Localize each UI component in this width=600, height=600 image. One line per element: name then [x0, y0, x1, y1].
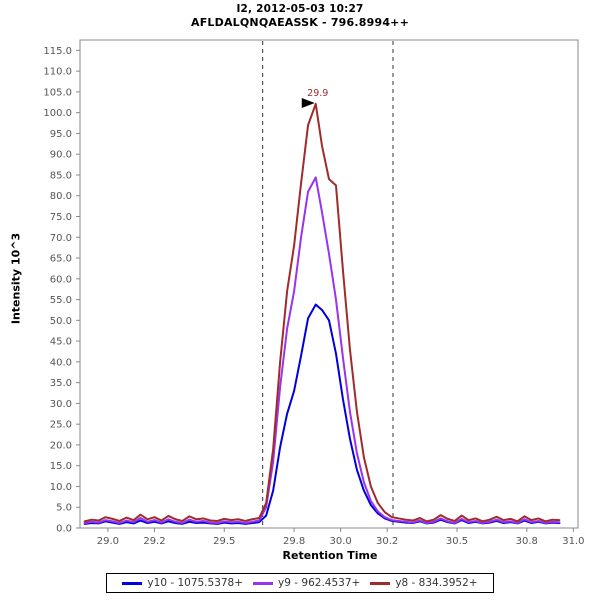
- y-tick-label: 50.0: [50, 316, 72, 327]
- x-tick-label: 31.0: [562, 536, 584, 547]
- y-tick-label: 80.0: [50, 191, 72, 202]
- y-tick-label: 70.0: [50, 233, 72, 244]
- chart-subtitle: AFLDALQNQAEASSK - 796.8994++: [190, 16, 410, 29]
- y-tick-label: 5.0: [56, 503, 72, 514]
- legend-label-y8: y8 - 834.3952+: [395, 577, 478, 589]
- y-tick-label: 105.0: [43, 87, 72, 98]
- legend-swatch-y10: [122, 581, 143, 585]
- x-axis-label: Retention Time: [282, 549, 378, 562]
- y-tick-label: 55.0: [50, 295, 72, 306]
- chart-title: I2, 2012-05-03 10:27: [236, 3, 364, 15]
- y-tick-label: 25.0: [50, 420, 72, 431]
- x-tick-label: 29.2: [143, 536, 165, 547]
- y-tick-label: 110.0: [43, 67, 72, 78]
- y-tick-label: 15.0: [50, 461, 72, 472]
- legend-swatch-y9: [253, 581, 274, 585]
- y-tick-label: 100.0: [43, 108, 72, 119]
- peak-apex-marker-icon: [301, 97, 315, 108]
- y-tick-label: 95.0: [50, 129, 72, 140]
- y-tick-label: 115.0: [43, 46, 72, 57]
- chart-legend: y10 - 1075.5378+ y9 - 962.4537+ y8 - 834…: [106, 573, 494, 593]
- series-line-1[interactable]: [83, 176, 561, 525]
- legend-item-y9[interactable]: y9 - 962.4537+: [253, 577, 360, 589]
- legend-item-y10[interactable]: y10 - 1075.5378+: [122, 577, 243, 589]
- x-tick-label: 29.5: [213, 536, 235, 547]
- y-tick-label: 85.0: [50, 170, 72, 181]
- y-tick-label: 60.0: [50, 274, 72, 285]
- legend-label-y9: y9 - 962.4537+: [278, 577, 361, 589]
- x-tick-label: 30.5: [446, 536, 468, 547]
- y-tick-label: 10.0: [50, 482, 72, 493]
- y-tick-label: 40.0: [50, 357, 72, 368]
- x-tick-label: 30.0: [330, 536, 352, 547]
- y-tick-label: 0.0: [56, 524, 72, 535]
- x-tick-label: 29.0: [97, 536, 119, 547]
- legend-swatch-y8: [370, 581, 391, 585]
- x-tick-label: 30.2: [376, 536, 398, 547]
- series-line-2[interactable]: [83, 102, 561, 523]
- y-tick-label: 65.0: [50, 254, 72, 265]
- y-tick-label: 90.0: [50, 150, 72, 161]
- y-tick-label: 30.0: [50, 399, 72, 410]
- chart-title-block: I2, 2012-05-03 10:27 AFLDALQNQAEASSK - 7…: [0, 2, 600, 30]
- legend-label-y10: y10 - 1075.5378+: [147, 577, 244, 589]
- plot-frame: [79, 39, 579, 529]
- legend-item-y8[interactable]: y8 - 834.3952+: [370, 577, 478, 589]
- y-tick-label: 45.0: [50, 337, 72, 348]
- x-tick-label: 29.8: [283, 536, 305, 547]
- peak-apex-label: 29.9: [307, 88, 328, 99]
- x-tick-label: 30.8: [516, 536, 538, 547]
- y-tick-label: 75.0: [50, 212, 72, 223]
- y-tick-label: 35.0: [50, 378, 72, 389]
- y-tick-label: 20.0: [50, 440, 72, 451]
